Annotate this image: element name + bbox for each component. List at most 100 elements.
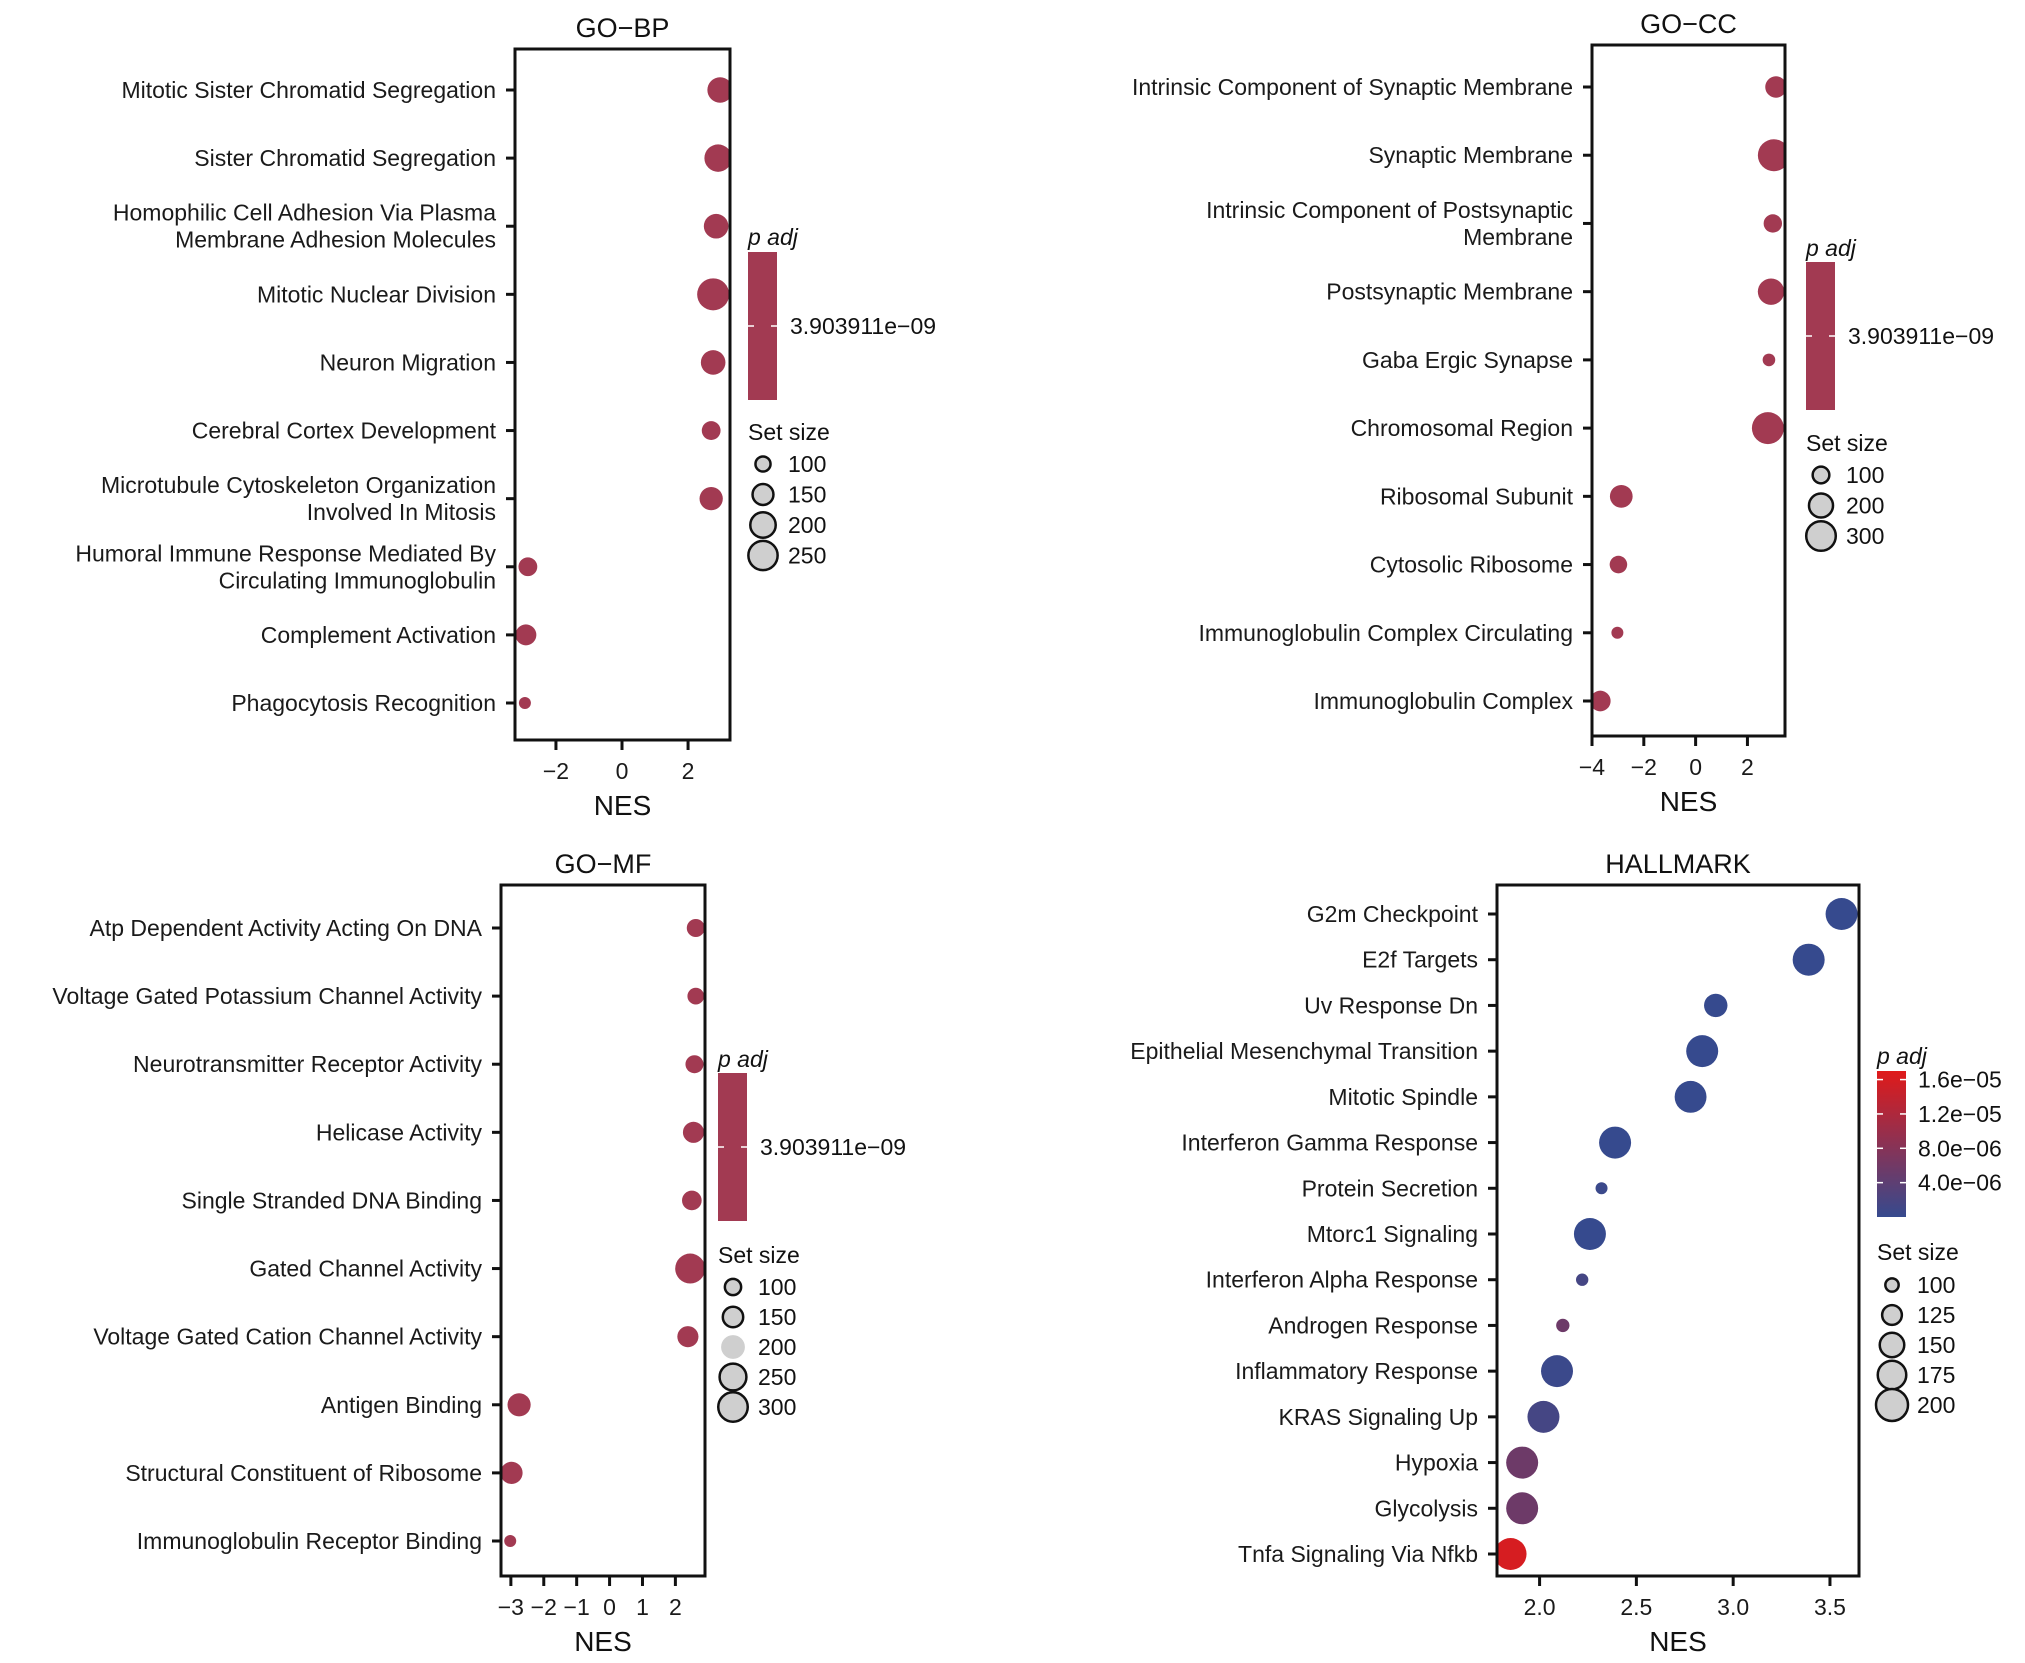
size-legend-key (1880, 1303, 1904, 1327)
data-point (682, 1121, 705, 1143)
y-tick-label: Mtorc1 Signaling (1307, 1221, 1478, 1247)
panel-go-mf: GO−MF Atp Dependent Activity Acting On DN… (52, 849, 906, 1657)
data-point (1825, 898, 1858, 930)
size-legend-key (1804, 519, 1838, 553)
panel-hallmark: HALLMARK G2m Checkpoint E2f Targets Uv Resp… (1130, 849, 2002, 1657)
size-legend-label: 100 (1917, 1272, 1955, 1298)
size-legend-key (1876, 1359, 1908, 1391)
data-point (704, 144, 730, 172)
data-point (1541, 1355, 1574, 1388)
color-bar-label: 1.2e−05 (1918, 1101, 2002, 1127)
data-point (1609, 484, 1633, 508)
x-tick-label: 0 (603, 1594, 616, 1620)
size-legend-label: 200 (758, 1334, 796, 1360)
x-tick-label: 0 (616, 758, 629, 784)
x-tick-label: 2 (1741, 754, 1754, 780)
y-tick-label: Uv Response Dn (1304, 992, 1478, 1018)
size-legend-label: 175 (1917, 1362, 1955, 1388)
x-axis-label: NES (594, 790, 652, 821)
size-legend-label: 150 (1917, 1332, 1955, 1358)
data-point (686, 918, 705, 938)
x-tick-label: 2.0 (1524, 1594, 1556, 1620)
points-layer (1592, 76, 1785, 712)
y-tick-label: Single Stranded DNA Binding (182, 1187, 482, 1213)
y-tick-label: Mitotic Spindle (1328, 1084, 1478, 1110)
y-tick-label: Neurotransmitter Receptor Activity (133, 1051, 482, 1077)
data-point (501, 1461, 523, 1484)
color-legend-title: p adj (1876, 1043, 1928, 1069)
data-point (1765, 76, 1785, 98)
size-legend-label: 200 (788, 512, 826, 538)
color-bar-label: 3.903911e−09 (1848, 323, 1994, 349)
data-point (1611, 626, 1624, 639)
y-tick-label: KRAS Signaling Up (1279, 1404, 1478, 1430)
size-legend-title: Set size (1806, 430, 1888, 456)
panel-border (1495, 883, 1861, 1578)
size-legend-label: 300 (758, 1394, 796, 1420)
y-tick-label: Helicase Activity (316, 1119, 483, 1145)
size-legend-key (717, 1391, 749, 1423)
x-tick-label: 2 (669, 1594, 682, 1620)
y-tick-label: G2m Checkpoint (1307, 901, 1479, 927)
y-tick-label: Mitotic Sister Chromatid Segregation (121, 77, 496, 103)
data-point (518, 557, 538, 577)
size-legend-key (751, 482, 775, 507)
size-legend-key (723, 1277, 743, 1297)
x-tick-label: −1 (564, 1594, 590, 1620)
data-point (1704, 993, 1728, 1018)
y-tick-label: Tnfa Signaling Via Nfkb (1238, 1541, 1478, 1567)
panel-border (499, 883, 707, 1578)
y-tick-label: Chromosomal Region (1351, 415, 1573, 441)
size-legend-key (747, 539, 779, 572)
size-legend-label: 150 (788, 482, 826, 508)
points-layer (515, 77, 730, 709)
size-legend-label: 150 (758, 1304, 796, 1330)
data-point (1592, 690, 1611, 712)
y-tick-label: Glycolysis (1374, 1495, 1478, 1521)
data-point (1686, 1035, 1719, 1068)
y-tick-label: Immunoglobulin Complex (1313, 688, 1573, 714)
data-point (1506, 1492, 1539, 1525)
data-point (682, 1190, 702, 1211)
panel-go-bp: GO−BP Mitotic Sister Chromatid Segregatio… (75, 13, 936, 821)
x-axis-label: NES (1660, 786, 1718, 817)
data-point (1599, 1126, 1632, 1159)
y-tick-label: Immunoglobulin Complex Circulating (1198, 620, 1573, 646)
size-legend-title: Set size (718, 1242, 800, 1268)
size-legend-label: 200 (1846, 493, 1884, 519)
y-tick-label: Membrane Adhesion Molecules (175, 227, 496, 253)
data-point (1609, 555, 1628, 574)
y-tick-label: Hypoxia (1395, 1450, 1478, 1476)
size-legend-label: 100 (788, 451, 826, 477)
color-legend-title: p adj (747, 224, 799, 250)
x-axis-label: NES (1649, 1626, 1707, 1657)
y-tick-label: Interferon Gamma Response (1181, 1130, 1478, 1156)
y-tick-label: Humoral Immune Response Mediated By (75, 540, 496, 566)
y-tick-label: Complement Activation (261, 622, 496, 648)
y-tick-label: Cerebral Cortex Development (192, 418, 497, 444)
y-tick-label: Circulating Immunoglobulin (219, 567, 496, 593)
color-bar-label: 3.903911e−09 (760, 1134, 906, 1160)
y-tick-label: Epithelial Mesenchymal Transition (1130, 1038, 1478, 1064)
y-tick-label: Androgen Response (1268, 1312, 1478, 1338)
y-tick-label: Phagocytosis Recognition (231, 690, 496, 716)
y-tick-label: Intrinsic Component of Postsynaptic (1206, 197, 1573, 223)
data-point (699, 487, 723, 511)
panel-go-cc: GO−CC Intrinsic Component of Synaptic Mem… (1132, 9, 1994, 817)
panel-border (513, 47, 732, 742)
size-legend-key (1878, 1331, 1906, 1359)
data-point (700, 350, 726, 375)
size-legend-label: 200 (1917, 1392, 1955, 1418)
data-point (504, 1535, 517, 1547)
y-tick-label: Inflammatory Response (1235, 1358, 1478, 1384)
points-layer (501, 918, 705, 1547)
size-legend-title: Set size (1877, 1239, 1959, 1265)
data-point (515, 624, 537, 646)
data-point (1762, 353, 1776, 367)
y-tick-label: Mitotic Nuclear Division (257, 281, 496, 307)
data-point (518, 697, 531, 709)
x-tick-label: −4 (1579, 754, 1605, 780)
size-legend-key (1884, 1277, 1900, 1293)
data-point (703, 213, 729, 239)
y-tick-label: Interferon Alpha Response (1206, 1267, 1478, 1293)
